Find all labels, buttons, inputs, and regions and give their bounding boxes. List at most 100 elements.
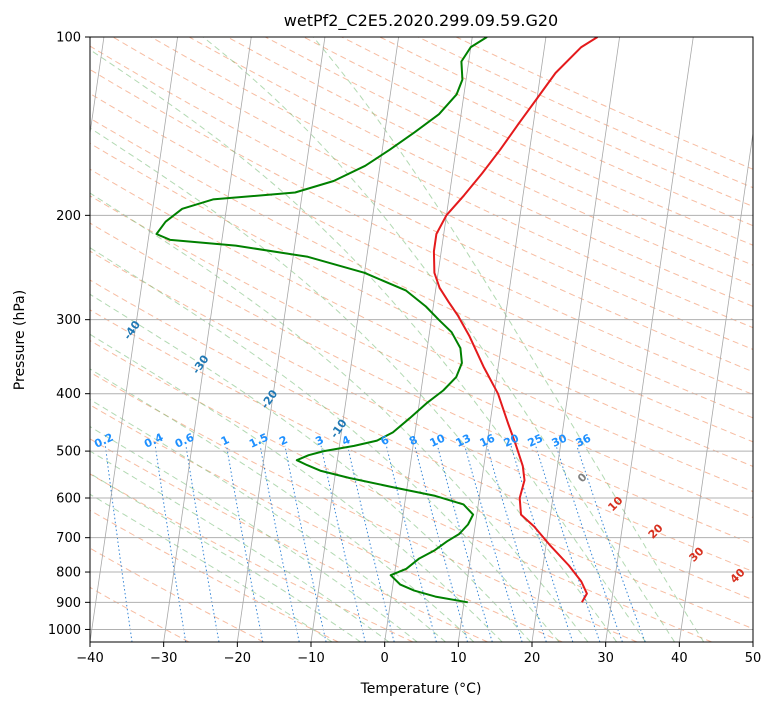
chart-title: wetPf2_C2E5.2020.299.09.59.G20 xyxy=(284,11,558,31)
y-tick-label: 300 xyxy=(56,313,81,328)
x-tick-label: 40 xyxy=(671,651,688,666)
moist-adiabat-line xyxy=(90,368,475,642)
moist-adiabat-line xyxy=(312,37,705,642)
background-curves xyxy=(90,37,753,642)
isotherm-line xyxy=(163,37,252,642)
x-tick-label: −40 xyxy=(76,651,103,666)
mixing-ratio-line xyxy=(226,445,264,642)
y-tick-label: 100 xyxy=(56,31,81,46)
y-axis-ticks: 100 200 300 400 500 600 700 800 900 1000 xyxy=(48,31,90,638)
dry-adiabat-line xyxy=(90,279,753,601)
moist-adiabat-line xyxy=(90,425,418,642)
mixing-ratio-line xyxy=(259,445,300,642)
y-tick-label: 200 xyxy=(56,209,81,224)
mixing-ratio-line xyxy=(576,445,646,642)
x-tick-label: 50 xyxy=(745,651,762,666)
mixing-ratio-label: 13 xyxy=(454,432,473,450)
isotherm-line xyxy=(605,37,694,642)
grid-lines xyxy=(90,37,753,642)
y-tick-label: 700 xyxy=(56,531,81,546)
moist-adiabat-line xyxy=(90,333,503,642)
mixing-ratio-line xyxy=(185,445,220,642)
mixing-ratio-label: 0.6 xyxy=(173,431,196,451)
moist-adiabat-line xyxy=(90,293,532,642)
y-tick-label: 500 xyxy=(56,445,81,460)
moist-adiabat-line xyxy=(90,247,560,642)
dry-adiabat-line xyxy=(90,222,753,545)
mixing-ratio-line xyxy=(414,445,468,642)
mixing-ratio-line xyxy=(284,445,327,642)
mixing-ratio-label: 8 xyxy=(407,433,419,448)
x-axis-ticks: −40 −30 −20 −10 0 10 20 30 40 50 xyxy=(76,642,761,666)
mixing-ratio-label: 10 xyxy=(428,431,448,449)
dry-adiabat-label: -50 xyxy=(53,276,75,300)
dry-adiabat-line xyxy=(90,509,339,642)
dry-adiabat-line xyxy=(90,547,264,642)
x-tick-label: −20 xyxy=(224,651,251,666)
y-tick-label: 800 xyxy=(56,566,81,581)
dewpoint-profile xyxy=(155,37,488,604)
dry-adiabat-line xyxy=(90,309,753,630)
dry-adiabat-line xyxy=(379,37,753,207)
dry-adiabat-line xyxy=(90,340,712,642)
x-tick-label: 30 xyxy=(597,651,614,666)
x-tick-label: 0 xyxy=(381,651,389,666)
isotherm-line xyxy=(310,37,399,642)
moist-adiabat-line xyxy=(90,49,647,642)
mixing-ratio-line xyxy=(510,445,574,642)
plot-area: -100-90-80-70-60-50-40-30-20-100.10.20.4… xyxy=(0,37,753,642)
isotherm-line xyxy=(531,37,620,642)
mixing-ratio-label: 16 xyxy=(478,431,498,449)
mixing-ratio-label: 1.5 xyxy=(247,431,270,451)
dry-adiabat-line xyxy=(90,168,753,493)
mixing-ratio-line xyxy=(555,445,623,642)
temperature-profile xyxy=(432,37,599,603)
mixing-ratio-label: 0.2 xyxy=(92,431,115,451)
isotherm-line xyxy=(678,130,753,642)
mixing-ratio-line xyxy=(464,445,523,642)
dry-adiabat-line xyxy=(90,92,753,419)
moist-adiabat-line xyxy=(202,37,676,642)
mixing-ratio-line xyxy=(104,445,133,642)
dry-adiabat-line xyxy=(90,142,753,467)
mixing-ratio-label: 2 xyxy=(277,433,289,448)
x-tick-label: −10 xyxy=(297,651,324,666)
x-axis-label: Temperature (°C) xyxy=(360,681,482,697)
dry-adiabat-line xyxy=(90,250,753,573)
dry-adiabat-line xyxy=(90,473,414,642)
isotherm-line xyxy=(90,37,178,642)
dry-adiabat-line xyxy=(455,37,753,170)
isotherm-line xyxy=(236,37,326,642)
moist-adiabat-label: 30 xyxy=(687,544,707,564)
dry-adiabat-line xyxy=(90,45,753,373)
x-tick-label: 20 xyxy=(524,651,541,666)
isotherm-line xyxy=(752,639,753,642)
moist-adiabat-line xyxy=(90,192,589,642)
dry-adiabat-label: -60 xyxy=(0,239,7,263)
moist-adiabat-line xyxy=(90,450,390,642)
dry-adiabat-label: -20 xyxy=(258,387,280,411)
dry-adiabat-line xyxy=(90,404,563,642)
mixing-ratio-label: 3 xyxy=(313,433,325,448)
mixing-ratio-label: 25 xyxy=(526,432,545,450)
x-tick-label: 10 xyxy=(450,651,467,666)
dry-adiabat-line xyxy=(90,68,753,396)
y-tick-label: 600 xyxy=(56,492,81,507)
moist-adiabat-line xyxy=(90,398,446,642)
x-tick-label: −30 xyxy=(150,651,177,666)
y-tick-label: 400 xyxy=(56,387,81,402)
dry-adiabat-line xyxy=(90,438,488,642)
y-tick-label: 900 xyxy=(56,596,81,611)
curve-labels: -100-90-80-70-60-50-40-30-20-100.10.20.4… xyxy=(0,239,748,586)
mixing-ratio-label: 1 xyxy=(219,433,231,448)
moist-adiabat-line xyxy=(90,472,361,642)
mixing-ratio-label: 36 xyxy=(574,431,594,449)
dry-adiabat-line xyxy=(303,37,753,246)
dry-adiabat-label: -30 xyxy=(190,352,212,376)
isotherm-line xyxy=(90,37,105,137)
mixing-ratio-label: 20 xyxy=(502,431,522,449)
y-tick-label: 1000 xyxy=(48,623,81,638)
isotherm-line xyxy=(457,37,547,642)
dry-adiabat-line xyxy=(90,195,753,519)
